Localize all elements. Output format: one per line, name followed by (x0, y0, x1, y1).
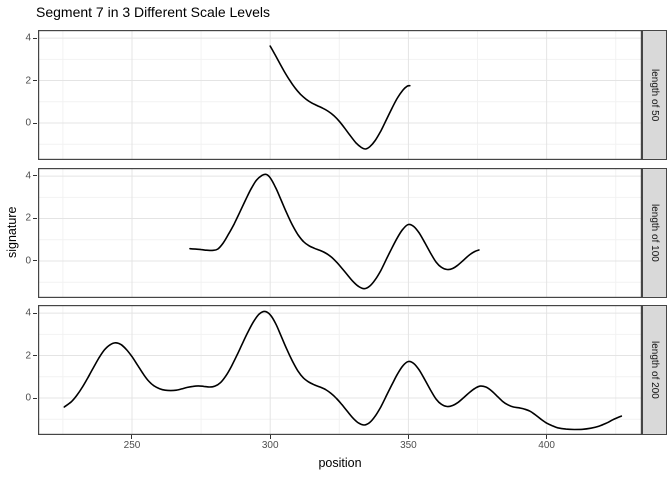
y-tick-label: 0 (25, 117, 31, 129)
y-tick-mark (33, 217, 37, 219)
y-tick-mark (33, 80, 37, 82)
y-tick-mark (33, 37, 37, 39)
facet-panel-3 (38, 305, 642, 435)
y-tick-label: 2 (25, 212, 31, 224)
y-tick-label: 4 (25, 307, 31, 319)
x-axis-title: position (318, 456, 362, 470)
signal-line (189, 172, 480, 290)
x-tick-label: 250 (123, 440, 141, 451)
x-tick-mark (546, 435, 548, 439)
x-tick-label: 350 (400, 440, 417, 451)
facet-panel-1 (38, 30, 642, 160)
facet-strip-label: length of 50 (649, 68, 660, 122)
y-tick-label: 0 (25, 255, 31, 267)
panel-border (38, 167, 642, 298)
y-tick-mark (33, 122, 37, 124)
y-tick-mark (33, 260, 37, 262)
facet-panel-2 (38, 167, 642, 298)
plot-title: Segment 7 in 3 Different Scale Levels (36, 4, 270, 20)
facet-strip-label: length of 100 (649, 203, 660, 262)
y-tick-label: 2 (25, 350, 31, 362)
y-tick-label: 2 (25, 75, 31, 87)
panel-border (38, 30, 642, 160)
x-tick-mark (131, 435, 133, 439)
y-tick-label: 4 (25, 170, 31, 182)
y-tick-label: 0 (25, 392, 31, 404)
facet-strip-2: length of 100 (642, 167, 667, 298)
signal-line (269, 45, 411, 150)
facet-strip-1: length of 50 (642, 30, 667, 160)
y-tick-label: 4 (25, 32, 31, 44)
x-tick-mark (269, 435, 271, 439)
y-axis-title: signature (5, 206, 19, 259)
x-tick-label: 300 (261, 440, 279, 451)
x-tick-label: 400 (538, 440, 555, 451)
y-tick-mark (33, 175, 37, 177)
x-tick-mark (407, 435, 409, 439)
y-tick-mark (33, 355, 37, 357)
panel-border (38, 305, 642, 435)
signal-line (63, 310, 623, 431)
y-tick-mark (33, 312, 37, 314)
facet-strip-3: length of 200 (642, 305, 667, 435)
facet-strip-label: length of 200 (649, 341, 660, 399)
y-tick-mark (33, 397, 37, 399)
